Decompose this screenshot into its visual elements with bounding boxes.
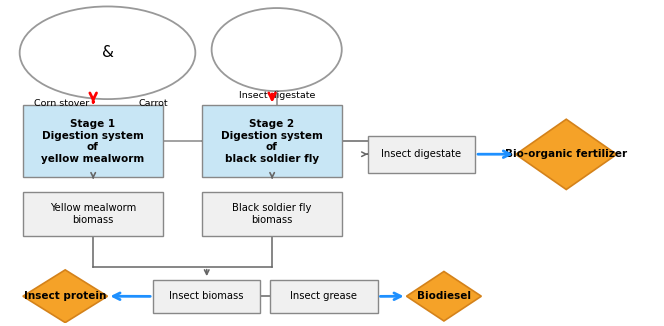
Text: Bio-organic fertilizer: Bio-organic fertilizer <box>505 149 627 159</box>
Bar <box>368 136 475 172</box>
Text: Corn stover: Corn stover <box>35 99 90 108</box>
Polygon shape <box>516 119 617 189</box>
Ellipse shape <box>20 7 195 99</box>
Text: Black soldier fly
biomass: Black soldier fly biomass <box>232 203 311 225</box>
Text: &: & <box>102 45 114 60</box>
Bar <box>23 192 163 236</box>
Text: Insect biomass: Insect biomass <box>169 291 244 301</box>
Polygon shape <box>23 270 108 323</box>
Text: Yellow mealworm
biomass: Yellow mealworm biomass <box>50 203 136 225</box>
Text: Insect grease: Insect grease <box>290 291 357 301</box>
Text: Biodiesel: Biodiesel <box>417 291 471 301</box>
Text: Insect digestate: Insect digestate <box>381 149 461 159</box>
Bar <box>23 106 163 177</box>
Bar <box>202 192 342 236</box>
Text: Stage 2
Digestion system
of
black soldier fly: Stage 2 Digestion system of black soldie… <box>221 119 323 164</box>
Text: Carrot: Carrot <box>138 99 168 108</box>
Bar <box>202 106 342 177</box>
Ellipse shape <box>212 8 342 91</box>
Text: Stage 1
Digestion system
of
yellow mealworm: Stage 1 Digestion system of yellow mealw… <box>41 119 145 164</box>
Text: Insect digestate: Insect digestate <box>238 91 315 100</box>
Bar <box>153 280 260 313</box>
Text: Insect protein: Insect protein <box>24 291 106 301</box>
Bar <box>270 280 378 313</box>
Polygon shape <box>406 272 481 321</box>
